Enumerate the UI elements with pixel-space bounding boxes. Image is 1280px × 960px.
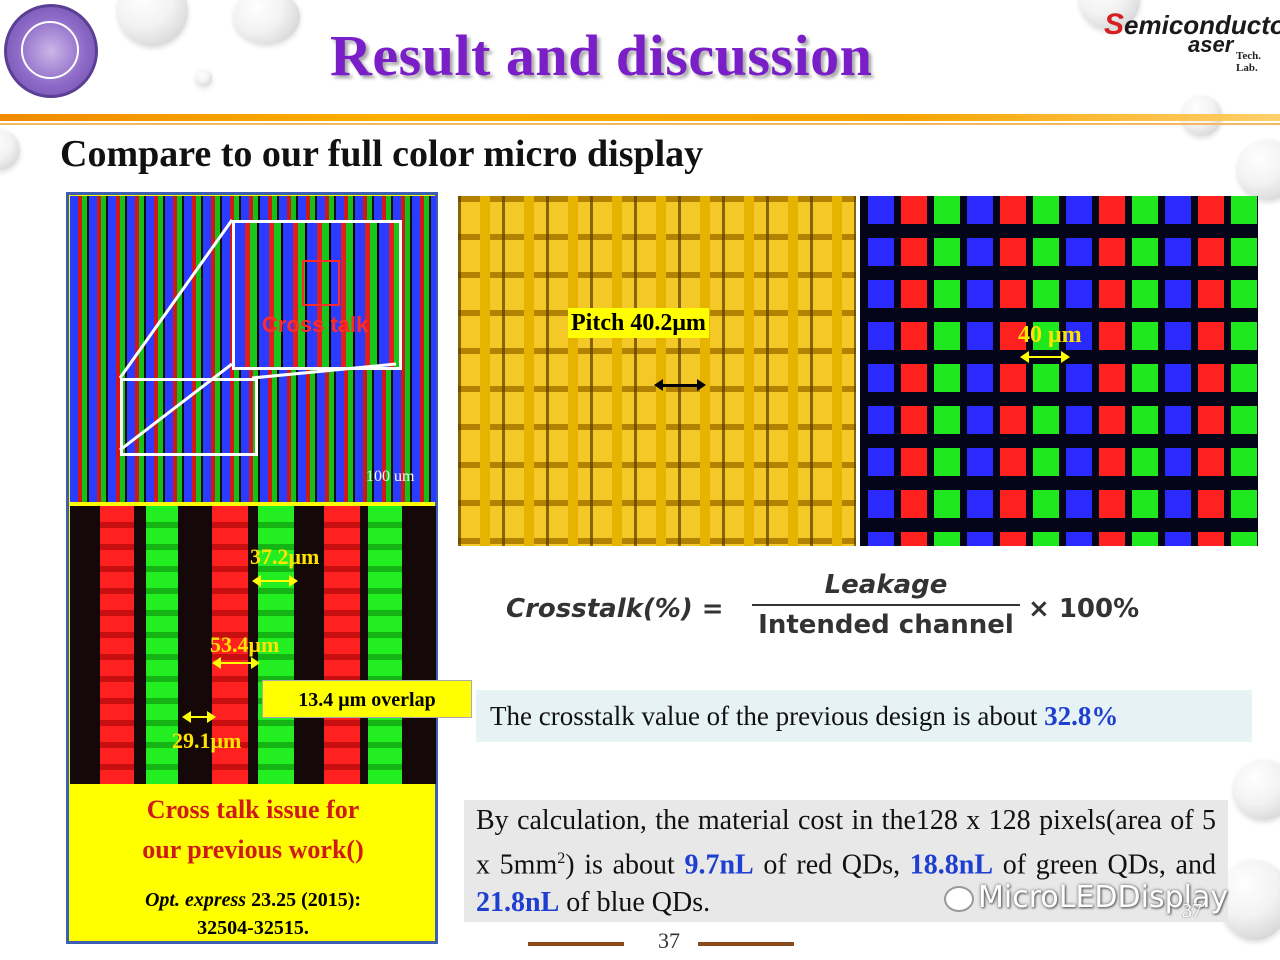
slide-subtitle: Compare to our full color micro display — [60, 133, 704, 175]
decor-droplet — [1234, 760, 1280, 820]
rgb-pixel-column — [934, 196, 960, 546]
decor-droplet — [118, 0, 188, 46]
calc-text-2: ) is about — [565, 849, 685, 881]
crosstalk-statement: The crosstalk value of the previous desi… — [476, 690, 1252, 742]
rgb-pixel-column — [1198, 196, 1224, 546]
zoom-connector-lines — [118, 219, 397, 452]
zoom-inset — [232, 220, 402, 370]
page-number-corner: 37 — [1182, 900, 1202, 922]
rgb-pitch-arrow — [1020, 351, 1070, 363]
crosstalk-label: Cross talk — [262, 312, 369, 337]
footer-rule-right — [698, 942, 794, 946]
formula-fraction: Leakage Intended channel — [752, 568, 1020, 642]
reference-citation: Opt. express 23.25 (2015): 32504-32515. — [70, 886, 436, 942]
rgb-pixel-column — [1231, 196, 1257, 546]
watermark-account: MicroLEDDisplay — [978, 880, 1229, 915]
rgb-pixel-column — [967, 196, 993, 546]
header-rule — [0, 114, 1280, 121]
green-stripe — [146, 506, 178, 784]
logo-line-2: aser — [1188, 32, 1234, 57]
lab-logo: Semiconductor aser Tech. Lab. — [1098, 8, 1280, 74]
measurement-label-3: 29.1μm — [172, 728, 242, 753]
crosstalk-value: 32.8% — [1044, 701, 1119, 731]
wechat-icon — [944, 886, 974, 912]
university-seal — [4, 4, 98, 98]
crosstalk-statement-text: The crosstalk value of the previous desi… — [490, 701, 1045, 731]
footer-rule-left — [528, 942, 624, 946]
caption-line-1: Cross talk issue for — [146, 795, 360, 824]
rgb-pixel-column — [1066, 196, 1092, 546]
zoom-region-box — [120, 378, 258, 456]
reference-detail: 23.25 (2015): — [251, 889, 362, 911]
green-stripe — [368, 506, 402, 784]
formula-lhs: Crosstalk(%) = — [506, 594, 724, 624]
rgb-pixel-column — [868, 196, 894, 546]
scale-bar-label: 100 um — [366, 468, 415, 485]
measurement-arrow — [252, 575, 298, 587]
reference-journal: Opt. express — [144, 889, 247, 911]
rgb-pixel-column — [901, 196, 927, 546]
pixel-array-micrograph — [458, 196, 856, 546]
pitch-arrow — [654, 379, 706, 391]
measurement-label-2: 53.4μm — [210, 632, 280, 657]
measurement-arrow — [182, 711, 216, 723]
red-stripe — [324, 506, 360, 784]
calc-superscript: 2 — [557, 850, 566, 867]
header-rule-thin — [0, 123, 1280, 125]
logo-initial: S — [1104, 8, 1125, 41]
rgb-pixel-column — [1132, 196, 1158, 546]
decor-droplet — [0, 130, 20, 170]
crosstalk-marker-box — [302, 260, 340, 306]
rgb-pixel-micrograph — [860, 196, 1258, 546]
calc-text-1: By calculation, the material cost in the… — [476, 805, 1216, 881]
formula-rhs: × 100% — [1028, 594, 1140, 624]
red-qd-volume: 9.7nL — [684, 849, 754, 881]
reference-pages: 32504-32515. — [197, 917, 309, 939]
overlap-label: 13.4 μm overlap — [262, 680, 472, 718]
slide-title: Result and discussion — [330, 23, 873, 88]
red-stripe — [100, 506, 134, 784]
measurement-label-1: 37.2μm — [250, 544, 320, 569]
red-stripe — [212, 506, 248, 784]
formula-denominator: Intended channel — [758, 610, 1014, 640]
logo-line-3: Tech. Lab. — [1236, 50, 1261, 74]
green-stripe — [258, 506, 294, 784]
calc-text-5: of blue QDs. — [559, 887, 711, 919]
rgb-pixel-column — [1033, 196, 1059, 546]
decor-droplet — [196, 70, 212, 86]
crosstalk-formula: Crosstalk(%) = Leakage Intended channel … — [506, 566, 1166, 652]
rgb-pixel-column — [1000, 196, 1026, 546]
rgb-pixel-column — [1165, 196, 1191, 546]
decor-droplet — [234, 0, 300, 44]
decor-droplet — [1220, 860, 1280, 940]
calc-text-4: of green QDs, and — [993, 849, 1216, 881]
logo-line-1: emiconductor — [1124, 10, 1280, 40]
formula-numerator: Leakage — [824, 570, 948, 600]
rgb-pitch-label: 40 μm — [1018, 322, 1082, 348]
measurement-arrow — [212, 657, 260, 669]
blue-qd-volume: 21.8nL — [476, 887, 560, 919]
rgb-pixel-column — [1099, 196, 1125, 546]
material-cost-paragraph: By calculation, the material cost in the… — [464, 800, 1228, 922]
calc-text-3: of red QDs, — [753, 849, 910, 881]
green-qd-volume: 18.8nL — [909, 849, 994, 881]
caption-line-2: our previous work() — [142, 835, 364, 864]
fraction-bar — [752, 604, 1020, 606]
page-number: 37 — [658, 928, 680, 953]
pitch-label: Pitch 40.2μm — [568, 308, 709, 338]
decor-droplet — [1238, 140, 1280, 200]
previous-work-caption: Cross talk issue for our previous work() — [70, 790, 436, 870]
